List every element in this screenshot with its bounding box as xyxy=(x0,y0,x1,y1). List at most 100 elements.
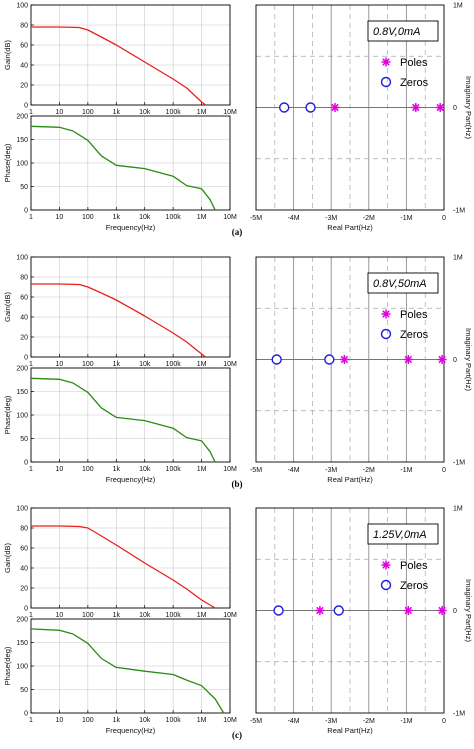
pz-ytick-label: 0 xyxy=(453,608,457,615)
gain-plot-xtick-label: 1M xyxy=(197,361,207,368)
pole-marker xyxy=(437,355,447,364)
phase-plot-ytick-label: 0 xyxy=(24,711,28,718)
zero-marker xyxy=(273,605,284,616)
legend-zeros-label: Zeros xyxy=(400,580,429,592)
gain-plot-xtick-label: 100k xyxy=(166,109,182,116)
gain-plot-frame xyxy=(30,507,231,609)
gain-plot-ytick-label: 40 xyxy=(20,315,28,322)
gain-plot-xtick-label: 10 xyxy=(56,109,64,116)
star-stroke xyxy=(404,606,413,615)
phase-plot-xtick-label: 10M xyxy=(223,466,237,473)
phase-plot-xtick-label: 10M xyxy=(223,214,237,221)
zero-marker xyxy=(333,605,344,616)
phase-plot-ytick-label: 200 xyxy=(16,617,28,624)
pz-xtick-label: -4M xyxy=(288,718,300,725)
pz-xtick-label: -1M xyxy=(400,215,412,222)
gain-plot-ylabel: Gain(dB) xyxy=(3,542,12,573)
pz-xtick-label: -4M xyxy=(288,467,300,474)
zero-marker xyxy=(305,102,316,113)
pz-ytick-label: -1M xyxy=(453,460,465,467)
gain-plot-ytick-label: 80 xyxy=(20,275,28,282)
pz-xlabel: Real Part(Hz) xyxy=(327,726,373,735)
phase-plot-ytick-label: 100 xyxy=(16,161,28,168)
star-stroke xyxy=(382,58,390,66)
legend-poles-label: Poles xyxy=(400,57,428,69)
pz-xtick-label: -2M xyxy=(363,215,375,222)
condition-label: 0.8V,50mA xyxy=(373,278,427,290)
pz-xtick-label: 0 xyxy=(442,718,446,725)
star-stroke xyxy=(438,355,446,364)
gain-plot-ytick-label: 20 xyxy=(20,586,28,593)
gain-plot-ytick-label: 60 xyxy=(20,546,28,553)
gain-plot-ytick-label: 100 xyxy=(16,3,28,10)
gain-plot-xtick-label: 100 xyxy=(82,612,94,619)
gain-plot-ylabel: Gain(dB) xyxy=(3,291,12,322)
pz-xtick-label: -5M xyxy=(250,467,262,474)
phase-plot-ylabel: Phase(deg) xyxy=(3,143,12,182)
gain-plot-ytick-label: 0 xyxy=(24,103,28,110)
pz-xtick-label: -3M xyxy=(325,718,337,725)
gain-plot-ytick-label: 40 xyxy=(20,566,28,573)
zero-marker xyxy=(279,102,290,113)
pole-marker xyxy=(435,103,445,112)
star-stroke xyxy=(316,606,324,615)
gain-plot-ytick-label: 20 xyxy=(20,83,28,90)
phase-plot-ytick-label: 200 xyxy=(16,114,28,121)
phase-plot-xtick-label: 10k xyxy=(139,466,151,473)
star-stroke xyxy=(340,355,349,364)
gain-plot-xtick-label: 10k xyxy=(139,361,151,368)
star-stroke xyxy=(404,355,413,364)
legend-zeros-label: Zeros xyxy=(400,77,429,89)
zero-marker xyxy=(324,354,335,365)
panel-caption: (a) xyxy=(232,227,243,237)
pole-marker xyxy=(330,103,340,112)
pz-xtick-label: -1M xyxy=(400,467,412,474)
phase-plot-frame xyxy=(30,115,231,211)
phase-plot-ylabel: Phase(deg) xyxy=(3,395,12,434)
gain-plot-xtick-label: 1k xyxy=(113,612,121,619)
phase-plot-xtick-label: 100k xyxy=(166,214,182,221)
pz-xtick-label: -5M xyxy=(250,215,262,222)
phase-plot-xtick-label: 1 xyxy=(29,214,33,221)
pz-ytick-label: 0 xyxy=(453,357,457,364)
legend-zeros-label: Zeros xyxy=(400,329,429,341)
panel-caption: (b) xyxy=(232,479,243,489)
phase-plot-xtick-label: 1M xyxy=(197,717,207,724)
gain-plot-xtick-label: 1 xyxy=(29,612,33,619)
pz-xlabel: Real Part(Hz) xyxy=(327,475,373,484)
pole-marker xyxy=(403,606,413,615)
pz-ytick-label: 0 xyxy=(453,105,457,112)
pz-xtick-label: -2M xyxy=(363,467,375,474)
gain-plot-ylabel: Gain(dB) xyxy=(3,39,12,70)
gain-plot-xtick-label: 100 xyxy=(82,109,94,116)
pz-xlabel: Real Part(Hz) xyxy=(327,223,373,232)
pz-xtick-label: -3M xyxy=(325,215,337,222)
phase-plot-ytick-label: 100 xyxy=(16,664,28,671)
gain-plot-frame xyxy=(30,256,231,358)
phase-plot-xtick-label: 1 xyxy=(29,466,33,473)
gain-plot-ytick-label: 60 xyxy=(20,43,28,50)
gain-plot-xtick-label: 10 xyxy=(56,612,64,619)
phase-plot-xtick-label: 10k xyxy=(139,214,151,221)
gain-plot-ytick-label: 0 xyxy=(24,355,28,362)
phase-plot-ytick-label: 100 xyxy=(16,413,28,420)
gain-plot-xtick-label: 1k xyxy=(113,109,121,116)
phase-plot-ylabel: Phase(deg) xyxy=(3,646,12,685)
gain-plot-xtick-label: 100k xyxy=(166,361,182,368)
star-stroke xyxy=(382,561,390,569)
condition-label: 1.25V,0mA xyxy=(373,529,427,541)
gain-plot-ytick-label: 100 xyxy=(16,506,28,513)
pole-marker xyxy=(403,355,413,364)
gain-plot-ytick-label: 60 xyxy=(20,295,28,302)
star-stroke xyxy=(331,103,339,112)
pz-xtick-label: -2M xyxy=(363,718,375,725)
gain-plot-xtick-label: 1M xyxy=(197,109,207,116)
phase-plot-ytick-label: 150 xyxy=(16,389,28,396)
phase-plot-ytick-label: 50 xyxy=(20,687,28,694)
phase-plot-ytick-label: 0 xyxy=(24,208,28,215)
phase-plot-xtick-label: 100 xyxy=(82,214,94,221)
phase-plot-ytick-label: 0 xyxy=(24,460,28,467)
phase-series-line xyxy=(30,628,225,714)
